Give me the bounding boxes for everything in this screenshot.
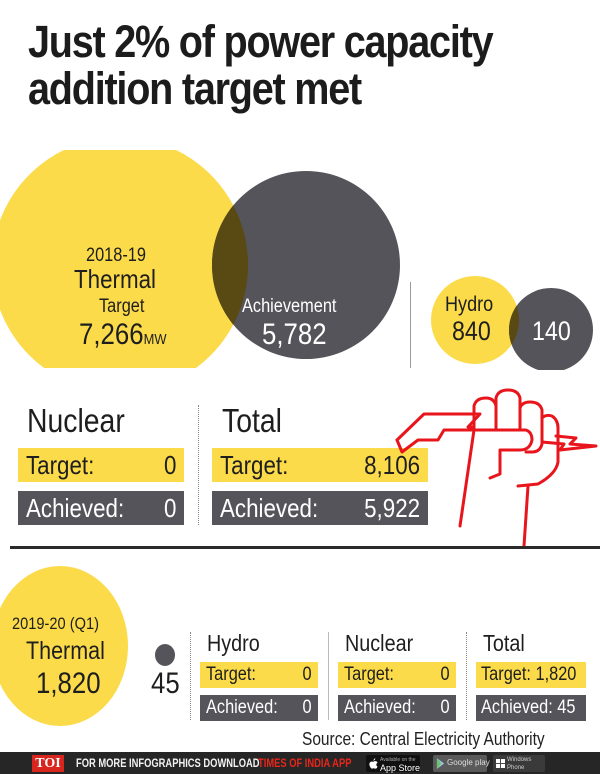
nuclear-achieved-label: Achieved: xyxy=(26,492,125,523)
total-achieved-value: 5,922 xyxy=(364,492,420,523)
nuclear-target-value: 0 xyxy=(163,449,176,480)
q1-nuclear-achieved-value: 0 xyxy=(440,697,450,718)
windows-small: Windows xyxy=(507,757,532,763)
q1-total-target-label: Target: xyxy=(481,664,531,685)
nuclear-target-label: Target: xyxy=(26,449,95,480)
google-play-icon xyxy=(436,758,445,769)
headline: Just 2% of power capacity addition targe… xyxy=(28,18,530,112)
nuclear-target-bar: Target: 0 xyxy=(18,448,184,482)
section-separator xyxy=(10,546,600,549)
hydro-target-circle xyxy=(431,276,519,364)
footer-promo-text: FOR MORE INFOGRAPHICS DOWNLOAD xyxy=(76,756,260,770)
windows-phone-badge[interactable]: Windows Phone xyxy=(493,755,545,772)
q1-hydro-achieved-bar: Achieved: 0 xyxy=(200,695,318,721)
q1-total-target-value: 1,820 xyxy=(535,664,577,685)
source-credit: Source: Central Electricity Authority xyxy=(302,729,545,749)
hydro-label: Hydro xyxy=(445,293,494,316)
total-target-label: Target: xyxy=(220,449,289,480)
q1-hydro-target-label: Target: xyxy=(206,664,256,685)
q1-total-heading: Total xyxy=(483,630,525,656)
q1-hydro-target-value: 0 xyxy=(302,664,312,685)
q1-hydro-heading: Hydro xyxy=(207,630,260,656)
thermal-achievement-label: Achievement xyxy=(242,296,337,317)
thermal-achievement-value: 5,782 xyxy=(262,318,327,351)
google-play-label: Google play xyxy=(447,758,490,767)
q1-nuclear-target-value: 0 xyxy=(440,664,450,685)
q1-nuclear-achieved-label: Achieved: xyxy=(344,697,416,718)
total-target-bar: Target: 8,106 xyxy=(212,448,428,482)
headline-line-1: Just 2% of power capacity xyxy=(28,16,494,67)
hydro-achieved-value: 140 xyxy=(532,316,571,346)
thermal-label: Thermal xyxy=(74,264,157,294)
windows-label: Phone xyxy=(507,765,525,771)
q1-nuclear-heading: Nuclear xyxy=(345,630,414,656)
thermal-target-value-wrap: 7,266MW xyxy=(79,318,166,352)
google-play-badge[interactable]: Google play xyxy=(433,755,490,772)
q1-total-target-bar: Target: 1,820 xyxy=(476,662,586,688)
toi-logo: TOI xyxy=(32,755,64,772)
q1-thermal-year-label: 2019-20 (Q1) xyxy=(12,614,99,633)
thermal-target-value: 7,266 xyxy=(79,318,144,351)
q1-nuclear-achieved-bar: Achieved: 0 xyxy=(338,695,456,721)
divider xyxy=(328,632,329,720)
total-heading: Total xyxy=(222,402,282,439)
nuclear-achieved-bar: Achieved: 0 xyxy=(18,491,184,525)
q1-nuclear-target-label: Target: xyxy=(344,664,394,685)
app-store-label: App Store xyxy=(380,763,421,773)
app-store-small: Available on the xyxy=(380,757,416,763)
hydro-target-value: 840 xyxy=(452,316,491,346)
q1-thermal-target-circle xyxy=(0,566,128,726)
q1-total-achieved-text: Achieved: 45 xyxy=(481,697,575,719)
q1-hydro-target-bar: Target: 0 xyxy=(200,662,318,688)
thermal-year-label: 2018-19 xyxy=(86,245,146,266)
divider xyxy=(466,632,467,720)
thermal-target-unit: MW xyxy=(143,331,167,348)
q1-thermal-achieved-value: 45 xyxy=(151,667,180,700)
q1-thermal-achieved-circle xyxy=(155,644,175,666)
thermal-target-circle xyxy=(0,150,248,368)
divider xyxy=(198,405,199,525)
nuclear-achieved-value: 0 xyxy=(163,492,176,523)
q1-hydro-achieved-label: Achieved: xyxy=(206,697,278,718)
footer-app-link[interactable]: TIMES OF INDIA APP xyxy=(258,756,352,770)
windows-icon xyxy=(496,759,505,768)
thermal-venn-circles xyxy=(0,150,400,368)
app-store-badge[interactable]: Available on the App Store xyxy=(366,755,421,773)
q1-nuclear-target-bar: Target: 0 xyxy=(338,662,456,688)
nuclear-heading: Nuclear xyxy=(27,402,125,439)
thermal-target-label: Target xyxy=(99,296,145,317)
divider xyxy=(410,282,411,368)
q1-total-target-text: Target: 1,820 xyxy=(481,664,576,686)
q1-total-achieved-value: 45 xyxy=(557,697,576,718)
fist-lightning-icon xyxy=(395,388,598,548)
hydro-achieved-circle xyxy=(509,288,593,370)
total-achieved-bar: Achieved: 5,922 xyxy=(212,491,428,525)
q1-thermal-target-value: 1,820 xyxy=(36,667,101,700)
q1-total-achieved-bar: Achieved: 45 xyxy=(476,695,586,721)
total-target-value: 8,106 xyxy=(364,449,420,480)
q1-thermal-label: Thermal xyxy=(26,637,105,665)
q1-hydro-achieved-value: 0 xyxy=(302,697,312,718)
headline-line-2: addition target met xyxy=(28,63,362,114)
hydro-venn-circles xyxy=(431,276,593,370)
thermal-achievement-circle xyxy=(212,171,400,359)
apple-icon xyxy=(369,758,378,769)
q1-total-achieved-label: Achieved: xyxy=(481,697,553,718)
divider xyxy=(190,632,191,720)
total-achieved-label: Achieved: xyxy=(220,492,319,523)
